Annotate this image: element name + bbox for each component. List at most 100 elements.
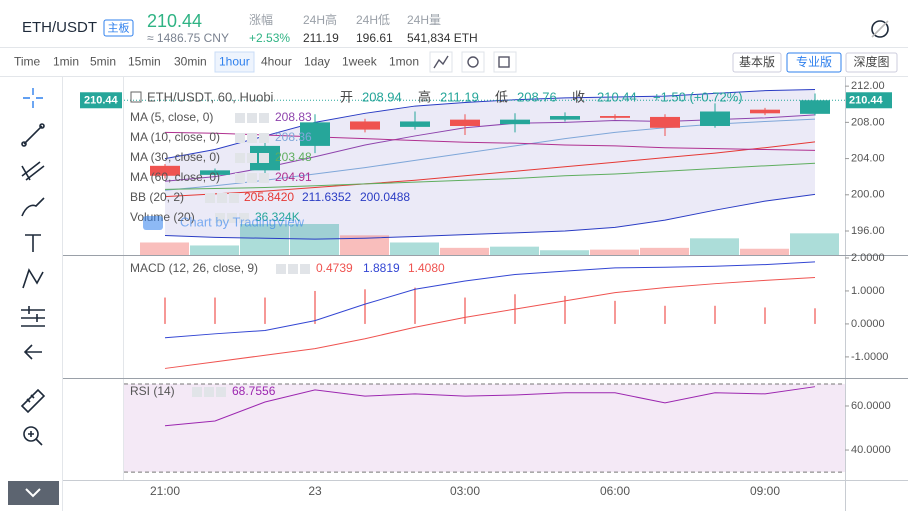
interval[interactable]: 30min [174,55,207,69]
stat-value: 541,834 ETH [407,31,478,45]
legend-icon[interactable] [216,387,226,397]
pair: ETH/USDT [22,19,97,36]
legend-icon[interactable] [235,153,245,163]
legend-icon[interactable] [288,264,298,274]
badge: 主板 [108,20,130,34]
zoom-tool[interactable] [23,426,43,446]
interval[interactable]: Time [14,55,41,69]
legend-collapse[interactable] [130,91,142,103]
back-tool[interactable] [23,344,42,360]
interval[interactable]: 15min [128,55,161,69]
tool-button[interactable] [461,51,485,73]
interval[interactable]: 5min [90,55,116,69]
rsi-value: 68.7556 [232,384,276,398]
volume-value: 36.324K [255,210,300,224]
legend-icon[interactable] [259,113,269,123]
legend-icon[interactable] [217,193,227,203]
y-tick-label: 40.0000 [851,444,891,456]
collapse-icon [25,488,41,498]
legend-icon[interactable] [239,213,249,223]
top-right-icon[interactable] [871,20,889,38]
ohlc-value: 208.94 [362,89,402,104]
stat-label: 24H高 [303,12,337,27]
interval[interactable]: 1week [342,55,378,69]
x-tick-label: 06:00 [600,484,630,498]
cny-price: ≈ 1486.75 CNY [147,31,229,45]
macd-value: 0.4739 [316,261,353,275]
view-button[interactable] [845,52,898,73]
ma-value: 204.91 [275,170,312,184]
interval[interactable]: 4hour [261,55,292,69]
interval[interactable]: 1hour [219,55,250,69]
volume-bar [190,245,239,255]
bb-basis [164,141,816,198]
legend-icon[interactable] [259,173,269,183]
legend-icon[interactable] [204,387,214,397]
view-label[interactable]: 基本版 [739,55,775,69]
ohlc-label: 高 [418,89,431,104]
crosshair-tool[interactable] [23,88,43,108]
legend-icon[interactable] [259,153,269,163]
tool-icon [433,55,449,69]
stat-label: 24H低 [356,13,390,27]
view-button[interactable] [732,52,782,73]
ohlc-label: 收 [572,89,585,104]
legend-icon[interactable] [215,213,225,223]
legend-icon[interactable] [247,113,257,123]
volume-bar [440,247,489,255]
stat-value: 196.61 [356,31,393,45]
view-label[interactable]: 专业版 [796,54,832,69]
bb-upper [164,88,816,160]
last-price: 210.44 [147,11,202,31]
fib-tool[interactable] [21,161,45,181]
legend-icon[interactable] [259,133,269,143]
stat-value: +2.53% [249,31,290,45]
legend-icon[interactable] [276,264,286,274]
interval[interactable]: 1day [304,55,330,69]
y-tick-label: 1.0000 [851,285,885,297]
rsi-band-fill [124,383,845,473]
trendline-tool[interactable] [21,123,45,147]
legend-icon[interactable] [300,264,310,274]
last-price-tag-label: 210.44 [84,95,119,107]
tool-button[interactable] [493,51,517,73]
interval[interactable]: 1mon [389,55,419,69]
text-tool[interactable] [25,234,41,252]
candle-body [500,119,530,125]
ohlc-label: 低 [495,89,508,104]
legend-icon[interactable] [247,173,257,183]
legend-icon[interactable] [235,133,245,143]
volume-bar [690,238,739,255]
volume-bar [390,242,439,255]
volume-bar [340,235,389,255]
y-tick-label: 60.0000 [851,400,891,412]
tool-icon [467,56,479,68]
bb-value: 205.8420 [244,190,294,204]
candle-body [700,111,730,126]
legend-icon[interactable] [247,133,257,143]
legend-icon[interactable] [229,193,239,203]
last-price-tag-label: 210.44 [849,95,884,107]
ohlc-value: 211.19 [440,89,479,104]
view-button[interactable] [786,52,842,73]
view-label[interactable]: 深度图 [853,54,889,69]
legend-icon[interactable] [247,153,257,163]
legend-icon[interactable] [235,113,245,123]
ma-name: MA (10, close, 0) [130,130,220,144]
bb-name: BB (20, 2) [130,190,184,204]
measure-tool[interactable] [21,306,45,327]
stat-label: 涨幅 [249,12,273,27]
legend-icon[interactable] [227,213,237,223]
legend-icon[interactable] [235,173,245,183]
badge-box [103,19,134,37]
y-tick-label: -1.0000 [851,351,888,363]
y-tick-label: 204.00 [851,152,885,164]
brush-tool[interactable] [21,197,45,217]
legend-icon[interactable] [192,387,202,397]
interval[interactable]: 1min [53,55,79,69]
collapse-button[interactable] [8,481,59,505]
pattern-tool[interactable] [22,268,44,289]
ruler-tool[interactable] [20,388,46,414]
legend-icon[interactable] [205,193,215,203]
